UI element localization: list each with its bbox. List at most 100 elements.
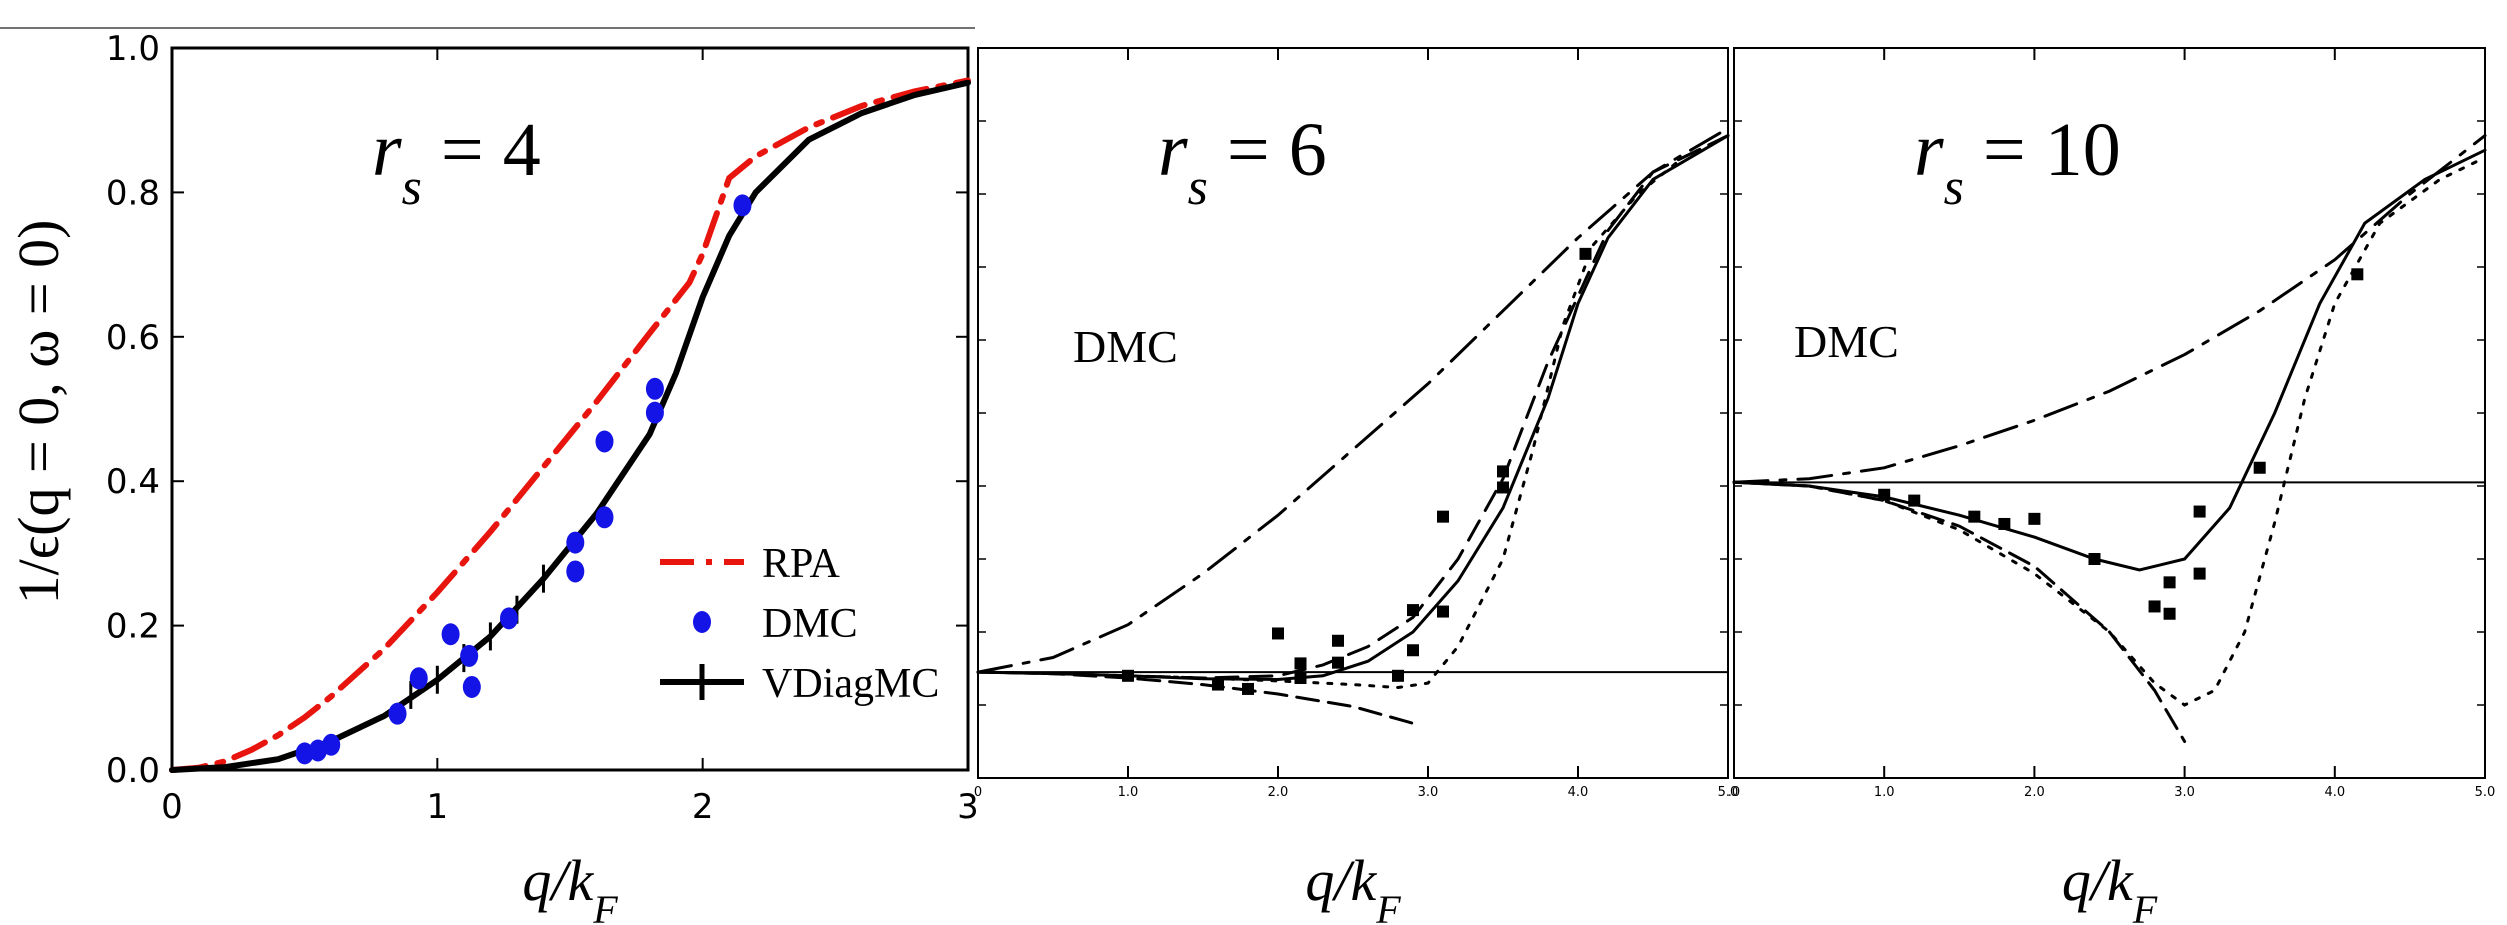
x-axis-label-sub: F xyxy=(1375,887,1401,925)
x-axis-label-sub: F xyxy=(2132,887,2158,925)
panel-label: rs = 6 xyxy=(1158,108,1327,216)
series-dashed-long xyxy=(1732,480,2187,743)
series-rpa xyxy=(169,77,971,773)
dmc-point xyxy=(1294,657,1307,670)
dmc-point xyxy=(1968,510,1981,523)
x-tick-label: 3.0 xyxy=(1418,785,1439,800)
panel-label-base: r xyxy=(1914,108,1944,192)
x-axis-label: q/kF xyxy=(522,848,618,925)
dmc-point xyxy=(1497,481,1509,494)
y-tick-label: 0.2 xyxy=(106,607,160,647)
dmc-annotation: DMC xyxy=(1073,321,1178,372)
series-solid xyxy=(976,134,1730,682)
x-tick-label: .0 xyxy=(1728,785,1740,800)
x-axis-label-sub: F xyxy=(592,887,618,925)
dmc-point xyxy=(2163,576,2176,589)
dmc-point xyxy=(1242,682,1254,695)
y-axis-label: 1/ϵ(q = 0, ω = 0) xyxy=(6,220,71,605)
x-axis-label: q/kF xyxy=(2062,848,2158,925)
panel-label-base: r xyxy=(372,108,402,192)
dmc-annotation: DMC xyxy=(1794,316,1899,367)
legend-dmc-swatch xyxy=(693,611,711,633)
panel-label-sub: s xyxy=(402,159,422,216)
dmc-point xyxy=(2193,505,2206,518)
dmc-point xyxy=(1908,494,1921,507)
dmc-point xyxy=(460,644,479,667)
dmc-point xyxy=(2193,567,2206,580)
x-tick-label: 3.0 xyxy=(2174,785,2195,800)
dmc-point xyxy=(1332,634,1344,647)
dmc-point xyxy=(2088,553,2101,565)
dmc-point xyxy=(566,560,585,583)
x-tick-label: 2 xyxy=(692,787,714,827)
dmc-point xyxy=(1392,669,1404,682)
series-solid xyxy=(1732,148,2487,572)
dmc-point xyxy=(1294,671,1307,684)
panel-label: rs = 10 xyxy=(1914,108,2121,216)
series-dotted xyxy=(976,134,1730,690)
dmc-point xyxy=(1878,488,1891,501)
dmc-point xyxy=(645,377,664,400)
dmc-point xyxy=(295,742,314,765)
x-tick-label: 1.0 xyxy=(1874,785,1895,800)
panel-rs4: 0 1 2 3 0.0 0.2 0.4 0.6 0.8 1.0 q/kF rs = 4 RPA DMC VD… xyxy=(106,29,979,925)
x-tick-label: 1.0 xyxy=(1118,785,1139,800)
panel-rs10: .0 1.0 2.0 3.0 4.0 5.0 q/kF rs = 10 DMC xyxy=(1728,47,2496,925)
x-tick-label: 2.0 xyxy=(2024,785,2045,800)
x-tick-label: 4.0 xyxy=(1568,785,1589,800)
legend-label: DMC xyxy=(762,601,858,647)
dmc-point xyxy=(409,667,428,690)
dmc-point xyxy=(1122,669,1134,682)
plot-frame xyxy=(977,47,1729,779)
panel-label: rs = 4 xyxy=(372,108,541,216)
series-dotted xyxy=(1732,156,2487,707)
panel-rs6: 0 1.0 2.0 3.0 4.0 5.0 q/kF rs = 6 DMC xyxy=(974,47,1739,925)
dmc-point xyxy=(499,607,518,630)
dmc-point xyxy=(645,401,664,424)
series-dashdot xyxy=(1732,134,2487,484)
legend-label: VDiagMC xyxy=(762,661,939,707)
x-axis-label: q/kF xyxy=(1305,848,1401,925)
panel-label-rest: = 4 xyxy=(422,108,541,192)
legend-label: RPA xyxy=(762,541,841,587)
dmc-point xyxy=(462,675,481,698)
dmc-point xyxy=(1212,678,1224,691)
x-tick-label: 5.0 xyxy=(2475,785,2496,800)
dmc-point xyxy=(566,531,585,554)
y-tick-label: 1.0 xyxy=(106,29,160,69)
x-tick-label: 2.0 xyxy=(1268,785,1289,800)
x-tick-label: 0 xyxy=(161,787,183,827)
y-tick-label: 0.4 xyxy=(106,462,160,502)
dmc-point xyxy=(1272,627,1284,640)
x-tick-label: 1 xyxy=(427,787,449,827)
dmc-point xyxy=(2163,607,2176,620)
dmc-point xyxy=(1579,247,1592,260)
dmc-point xyxy=(1998,517,2011,530)
series-dashdot xyxy=(976,126,1730,674)
dmc-point xyxy=(1407,604,1419,617)
dmc-point xyxy=(2351,268,2364,281)
y-tick-label: 0.0 xyxy=(106,751,160,791)
x-tick-label: 5.0 xyxy=(1718,785,1739,800)
plot-frame xyxy=(170,46,970,772)
panel-label-rest: = 10 xyxy=(1964,108,2121,192)
dmc-point xyxy=(2253,461,2266,474)
dmc-point xyxy=(2028,512,2041,525)
dmc-point xyxy=(441,623,460,646)
dmc-point xyxy=(1407,644,1419,657)
panel-label-sub: s xyxy=(1944,159,1964,216)
y-tick-label: 0.6 xyxy=(106,318,160,358)
dmc-point xyxy=(595,506,614,529)
dmc-point xyxy=(2148,600,2161,613)
x-tick-label: 4.0 xyxy=(2324,785,2345,800)
series-dashed xyxy=(976,134,1730,680)
x-tick-label: 0 xyxy=(974,785,982,800)
dmc-point xyxy=(1497,465,1509,478)
panel-label-base: r xyxy=(1158,108,1188,192)
dmc-point xyxy=(1332,656,1344,669)
panel-label-rest: = 6 xyxy=(1208,108,1327,192)
dmc-point xyxy=(388,702,407,725)
panel-label-sub: s xyxy=(1188,159,1208,216)
dmc-point xyxy=(733,194,752,217)
x-tick-label: 3 xyxy=(957,787,979,827)
